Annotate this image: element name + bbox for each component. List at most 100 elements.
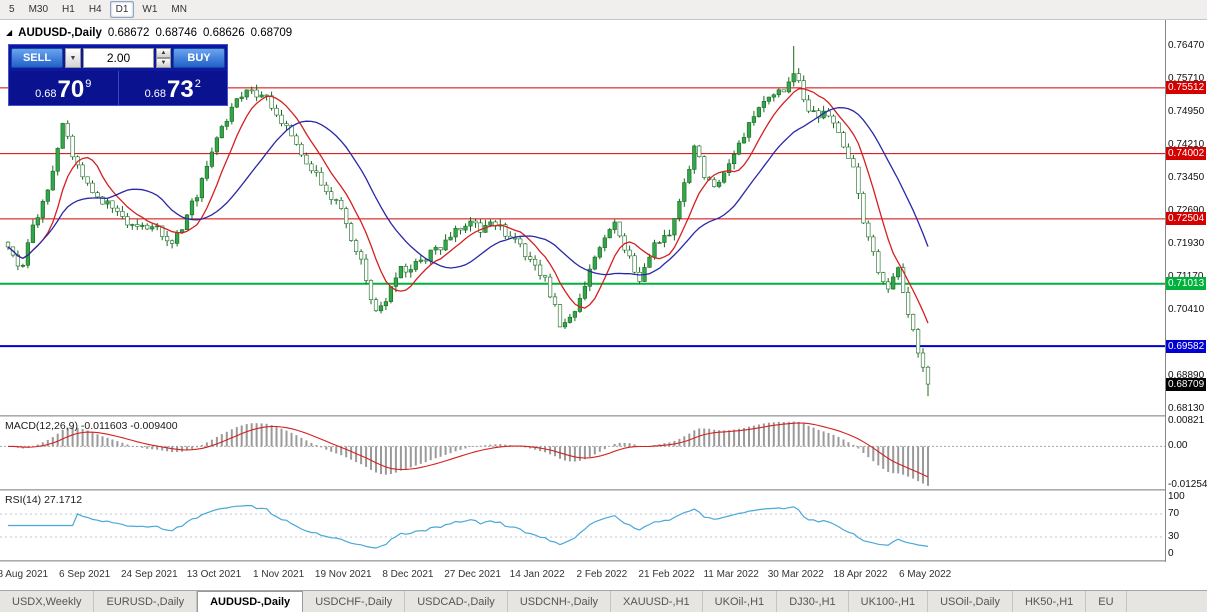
price-line-label: 0.75512 [1166,81,1207,95]
macd-histogram [12,421,929,486]
chart-tab[interactable]: DJ30-,H1 [777,591,849,612]
price-axis-tick: 0.74210 [1168,138,1205,150]
price-chart[interactable] [0,20,1165,415]
pane-separator[interactable] [0,415,1165,417]
timeframe-button-D1[interactable]: D1 [109,1,135,18]
volume-down-icon[interactable]: ▼ [156,58,171,68]
price-axis-tick: 0.73450 [1168,171,1205,183]
hlines-layer [0,87,1165,348]
moving-averages-layer [7,88,929,324]
one-click-trade-panel: SELL ▼ ▲ ▼ BUY 0.68 70 9 0.68 73 [8,44,228,106]
price-axis-tick: 0.70410 [1168,304,1205,316]
volume-stepper[interactable]: ▲ ▼ [156,48,171,68]
price-axis-tick: 0.72690 [1168,204,1205,216]
date-label: 1 Nov 2021 [253,569,305,580]
chart-tab[interactable]: USDCAD-,Daily [405,591,508,612]
price-axis-tick: 0.74950 [1168,106,1205,118]
chart-tab[interactable]: EURUSD-,Daily [94,591,198,612]
buy-button[interactable]: BUY [173,48,225,68]
timeframe-button-H4[interactable]: H4 [88,4,102,15]
macd-axis-tick: 0.00 [1168,440,1188,452]
date-label: 14 Jan 2022 [509,569,565,580]
price-line-label: 0.74002 [1166,147,1207,161]
date-label: 8 Dec 2021 [382,569,434,580]
price-line-label: 0.69582 [1166,339,1207,353]
date-label: 18 Apr 2022 [833,569,888,580]
price-line-label: 0.71013 [1166,277,1207,291]
timeframe-button-M30[interactable]: M30 [28,4,49,15]
rsi-axis-tick: 30 [1168,531,1180,542]
buy-price-prefix: 0.68 [144,88,167,100]
buy-price-big: 73 [167,76,194,103]
sell-price-sup: 9 [85,78,92,90]
sell-price-big: 70 [57,76,85,103]
chart-tab[interactable]: XAUUSD-,H1 [611,591,703,612]
date-label: 27 Dec 2021 [444,569,501,580]
ohlc-open: 0.68672 [107,27,150,39]
chart-title: ◢ AUDUSD-,Daily 0.68672 0.68746 0.68626 … [6,27,292,39]
price-divider [117,71,119,105]
macd-axis-tick: 0.00821 [1168,414,1205,426]
rsi-label: RSI(14) 27.1712 [5,494,83,506]
rsi-axis-tick: 100 [1168,490,1185,502]
macd-axis-tick: -0.01254 [1168,479,1207,491]
date-label: 6 May 2022 [898,569,952,580]
chart-symbol: AUDUSD-,Daily [18,27,102,39]
price-axis-column[interactable]: 0.76470 0.75710 0.74950 0.74210 0.73450 0.726… [1165,20,1207,562]
volume-dropdown-icon[interactable]: ▼ [65,48,81,68]
sell-button[interactable]: SELL [11,48,63,68]
ohlc-high: 0.68746 [155,27,198,39]
rsi-axis-tick: 0 [1168,548,1174,560]
date-label: 30 Mar 2022 [767,569,824,580]
price-axis-tick: 0.71170 [1168,271,1203,283]
macd-chart[interactable] [0,417,1165,489]
rsi-chart[interactable] [0,491,1165,560]
date-label: 2 Feb 2022 [576,569,628,580]
buy-price[interactable]: 0.68 73 2 [119,71,228,105]
price-axis-tick: 0.75710 [1168,73,1205,85]
symbol-marker-icon: ◢ [6,28,13,37]
ohlc-close: 0.68709 [250,27,293,39]
time-axis[interactable]: 18 Aug 2021 6 Sep 2021 24 Sep 2021 13 Oct 2… [0,562,1207,590]
pane-separator [0,560,1165,562]
chart-tab[interactable]: HK50-,H1 [1012,591,1087,612]
timeframe-toolbar: 5 M30 H1 H4 D1 W1 MN [0,0,1207,20]
chart-tab[interactable]: USDX,Weekly [0,591,95,612]
chart-tab[interactable]: USDCHF-,Daily [303,591,406,612]
date-label: 21 Feb 2022 [638,569,695,580]
date-label: 24 Sep 2021 [120,569,178,580]
date-label: 13 Oct 2021 [186,569,242,580]
chart-tab[interactable]: USDCNH-,Daily [507,591,612,612]
buy-price-sup: 2 [194,78,201,90]
timeframe-button-5[interactable]: 5 [9,4,15,15]
volume-up-icon[interactable]: ▲ [156,48,171,58]
chart-area: ◢ AUDUSD-,Daily 0.68672 0.68746 0.68626 … [0,20,1207,590]
chart-tab[interactable]: USOil-,Daily [928,591,1013,612]
sell-price[interactable]: 0.68 70 9 [9,71,118,105]
price-line-label: 0.68709 [1166,377,1207,391]
rsi-line [8,504,929,549]
macd-signal-line [8,422,929,478]
candles-layer [5,46,931,397]
volume-input[interactable] [83,48,154,68]
timeframe-button-H1[interactable]: H1 [62,4,75,15]
chart-tab[interactable]: AUDUSD-,Daily [197,591,304,612]
chart-tab[interactable]: UKOil-,H1 [702,591,778,612]
timeframe-button-W1[interactable]: W1 [142,4,158,15]
timeframe-button-MN[interactable]: MN [171,4,187,15]
ohlc-low: 0.68626 [203,27,245,39]
date-label: 19 Nov 2021 [314,569,372,580]
price-line-label: 0.72504 [1166,212,1207,226]
pane-separator[interactable] [0,489,1165,491]
price-axis-tick: 0.71930 [1168,237,1205,249]
sell-price-prefix: 0.68 [35,88,57,100]
chart-tab[interactable]: EU [1086,591,1127,612]
price-axis-tick: 0.68890 [1168,370,1205,382]
price-axis-tick: 0.76470 [1168,40,1205,52]
chart-tab[interactable]: UK100-,H1 [848,591,929,612]
date-label: 18 Aug 2021 [0,569,49,580]
date-label: 11 Mar 2022 [703,569,759,580]
macd-label: MACD(12,26,9) -0.011603 -0.009400 [5,420,178,432]
chart-tabs-bar: USDX,Weekly EURUSD-,Daily AUDUSD-,Daily USD… [0,590,1207,612]
